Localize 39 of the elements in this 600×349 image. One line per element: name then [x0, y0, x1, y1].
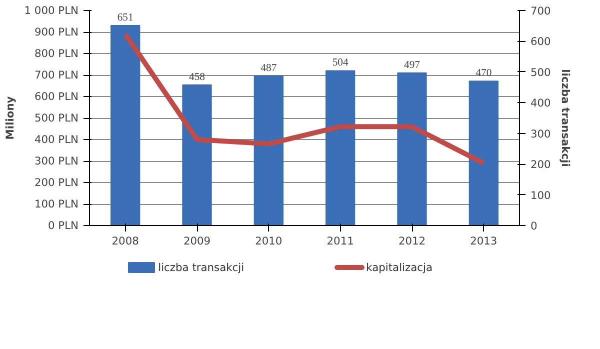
data-label: 504 — [332, 58, 349, 69]
data-label: 497 — [404, 60, 421, 71]
x-tick-label: 2008 — [112, 234, 140, 248]
x-tick-label: 2011 — [326, 234, 354, 248]
bar — [397, 72, 427, 226]
y-tick-label: 0 PLN — [48, 219, 79, 232]
legend-label: liczba transakcji — [158, 261, 244, 274]
y-tick-label: 1 000 PLN — [24, 4, 79, 17]
y2-tick-label: 100 — [530, 188, 552, 202]
y2-tick-label: 500 — [530, 66, 552, 79]
x-tick-label: 2012 — [398, 234, 426, 248]
y-tick-label: 100 PLN — [34, 198, 78, 210]
y-tick-label: 300 PLN — [34, 154, 78, 168]
data-label: 651 — [117, 12, 134, 24]
y2-tick-label: 400 — [530, 96, 552, 110]
y-tick-label: 700 PLN — [34, 68, 78, 82]
legend-label: kapitalizacja — [366, 261, 432, 274]
y-tick-label: 600 PLN — [34, 90, 78, 103]
y2-tick-label: 200 — [530, 158, 552, 172]
y-tick-label: 200 PLN — [34, 176, 78, 189]
x-tick-label: 2010 — [255, 234, 282, 248]
y2-axis-title: liczba transakcji — [558, 69, 572, 167]
bar — [326, 70, 356, 226]
x-tick-label: 2013 — [470, 234, 498, 248]
y-tick-label: 500 PLN — [34, 112, 78, 124]
bar — [182, 84, 212, 226]
y-tick-label: 800 PLN — [34, 47, 78, 60]
y2-tick-label: 300 — [530, 127, 552, 140]
data-label: 487 — [260, 62, 278, 74]
y2-tick-label: 0 — [530, 220, 538, 232]
y-axis-title: Miliony — [3, 96, 16, 140]
x-tick-label: 2009 — [183, 234, 211, 248]
y2-tick-label: 700 — [530, 4, 552, 18]
bar — [254, 75, 284, 226]
y2-tick-label: 600 — [530, 35, 552, 48]
bar — [110, 25, 140, 226]
y-tick-label: 400 PLN — [34, 133, 78, 146]
bar — [468, 80, 498, 226]
y-tick-label: 900 PLN — [34, 26, 78, 38]
